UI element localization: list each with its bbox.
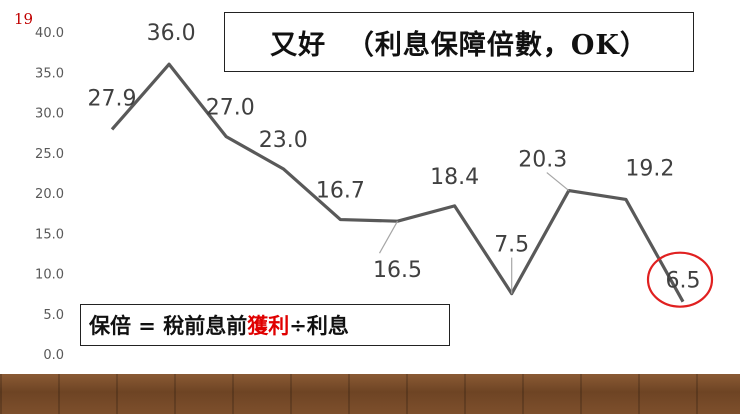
- slide-canvas: 19 0.05.010.015.020.025.030.035.040.0201…: [14, 10, 714, 363]
- data-label: 27.0: [206, 96, 255, 121]
- y-tick-label: 0.0: [43, 348, 64, 363]
- y-tick-label: 5.0: [43, 308, 64, 323]
- data-label-leader: [378, 220, 399, 254]
- data-label: 19.2: [625, 156, 674, 181]
- formula-box: 保倍 = 稅前息前 獲利 ÷利息: [80, 304, 450, 346]
- line-chart: 0.05.010.015.020.025.030.035.040.0201320…: [35, 21, 714, 363]
- data-label: 36.0: [147, 21, 196, 46]
- data-label-leader: [546, 172, 570, 192]
- y-tick-label: 25.0: [35, 147, 64, 162]
- page-number: 19: [14, 10, 34, 28]
- formula-prefix: 保倍 = 稅前息前: [89, 313, 248, 338]
- data-label: 18.4: [430, 165, 479, 190]
- data-label: 16.7: [316, 179, 365, 204]
- title-box: 又好 （利息保障倍數，OK）: [224, 12, 694, 72]
- formula-highlight: 獲利: [247, 313, 290, 338]
- data-label: 20.3: [518, 148, 567, 173]
- data-label: 6.5: [666, 269, 701, 294]
- data-label: 16.5: [373, 258, 422, 283]
- title-text: 又好 （利息保障倍數，OK）: [270, 29, 648, 61]
- formula-suffix: ÷利息: [289, 313, 349, 338]
- y-tick-label: 20.0: [35, 187, 64, 202]
- wood-floor-background: [0, 374, 740, 414]
- data-label: 27.9: [88, 86, 137, 111]
- y-tick-label: 30.0: [35, 107, 64, 122]
- y-tick-label: 40.0: [35, 26, 64, 41]
- highlight-circle: [646, 251, 714, 308]
- y-tick-label: 35.0: [35, 66, 64, 81]
- data-label: 23.0: [259, 128, 308, 153]
- data-label: 7.5: [494, 233, 529, 258]
- y-tick-label: 15.0: [35, 227, 64, 242]
- wood-floor-planks: [0, 374, 740, 414]
- y-tick-label: 10.0: [35, 268, 64, 283]
